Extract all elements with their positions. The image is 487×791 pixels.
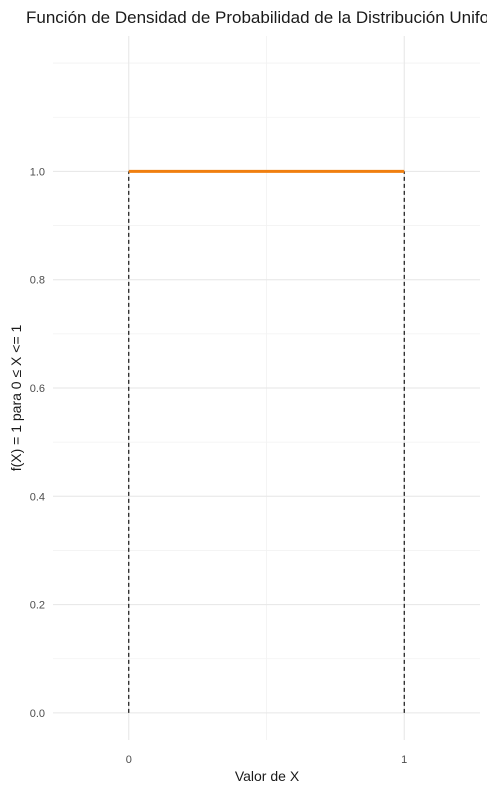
chart-title: Función de Densidad de Probabilidad de l… xyxy=(26,8,487,27)
y-axis-ticks: 0.0 0.2 0.4 0.6 0.8 1.0 xyxy=(30,166,45,720)
y-tick-label: 0.6 xyxy=(30,383,45,395)
x-axis-label: Valor de X xyxy=(235,768,300,784)
y-tick-label: 1.0 xyxy=(30,166,45,178)
y-tick-label: 0.0 xyxy=(30,708,45,720)
y-tick-label: 0.4 xyxy=(30,491,45,503)
y-axis-label: f(X) = 1 para 0 ≤ X <= 1 xyxy=(8,324,24,471)
x-tick-label: 1 xyxy=(401,754,407,766)
y-tick-label: 0.2 xyxy=(30,600,45,612)
x-tick-label: 0 xyxy=(126,754,132,766)
y-tick-label: 0.8 xyxy=(30,275,45,287)
